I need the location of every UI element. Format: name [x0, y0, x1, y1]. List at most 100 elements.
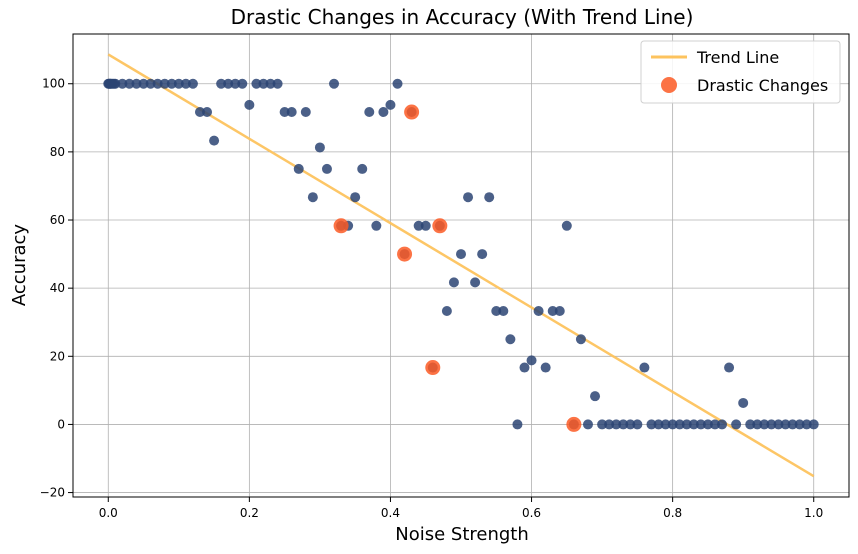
data-point	[350, 192, 361, 203]
legend-box	[640, 40, 841, 104]
data-point	[145, 78, 156, 89]
data-point	[124, 78, 135, 89]
data-point	[632, 419, 643, 430]
data-point	[688, 419, 699, 430]
data-point	[780, 419, 791, 430]
data-point	[152, 78, 163, 89]
data-point	[554, 305, 565, 316]
x-tick-label: 1.0	[804, 506, 823, 520]
legend-label-drastic-changes: Drastic Changes	[697, 76, 828, 95]
y-axis-label: Accuracy	[9, 224, 30, 307]
data-point	[385, 99, 396, 110]
data-point	[498, 305, 509, 316]
data-point	[420, 220, 431, 231]
data-point	[216, 78, 227, 89]
data-point	[392, 78, 403, 89]
data-point	[300, 107, 311, 118]
grid	[73, 34, 849, 497]
data-point	[512, 419, 523, 430]
data-point	[533, 305, 544, 316]
data-point	[759, 419, 770, 430]
data-point	[808, 419, 819, 430]
data-point	[131, 78, 142, 89]
data-point	[378, 107, 389, 118]
data-point	[463, 192, 474, 203]
data-point	[582, 419, 593, 430]
data-point	[279, 107, 290, 118]
trend-line-layer	[107, 53, 815, 478]
data-point	[667, 419, 678, 430]
data-point	[230, 78, 241, 89]
data-point	[519, 362, 530, 373]
data-point	[794, 419, 805, 430]
data-point	[491, 305, 502, 316]
plot-frame	[72, 33, 850, 498]
data-point	[646, 419, 657, 430]
data-point	[752, 419, 763, 430]
data-point	[653, 419, 664, 430]
data-point	[702, 419, 713, 430]
data-point	[251, 78, 262, 89]
data-point	[731, 419, 742, 430]
y-tick-label: 60	[50, 213, 65, 227]
data-point	[209, 135, 220, 146]
data-point	[223, 78, 234, 89]
data-point	[561, 220, 572, 231]
data-point	[272, 78, 283, 89]
data-point	[695, 419, 706, 430]
data-point	[575, 334, 586, 345]
x-tick-label: 0.6	[522, 506, 541, 520]
data-point	[265, 78, 276, 89]
legend: Trend Line Drastic Changes	[640, 40, 841, 104]
data-point	[611, 419, 622, 430]
y-tick-label: −20	[40, 486, 65, 500]
y-tick-label: 0	[57, 417, 65, 431]
data-point	[441, 305, 452, 316]
legend-label-trend-line: Trend Line	[696, 48, 779, 67]
data-point	[173, 78, 184, 89]
data-point	[766, 419, 777, 430]
data-point	[258, 78, 269, 89]
data-point	[717, 419, 728, 430]
drastic-change-point	[432, 218, 448, 234]
data-point	[202, 107, 213, 118]
data-point	[724, 362, 735, 373]
drastic-change-points	[333, 104, 582, 432]
data-point	[448, 277, 459, 288]
data-point	[371, 220, 382, 231]
data-point	[307, 192, 318, 203]
data-point	[738, 397, 749, 408]
data-point	[709, 419, 720, 430]
data-point	[674, 419, 685, 430]
legend-drastic-changes-swatch	[661, 77, 677, 93]
data-point	[456, 249, 466, 260]
data-point	[660, 419, 671, 430]
data-point	[321, 163, 332, 174]
data-point	[329, 78, 340, 89]
data-point	[540, 362, 551, 373]
x-axis-label: Noise Strength	[395, 524, 529, 545]
drastic-change-point	[333, 218, 349, 234]
drastic-change-point	[404, 104, 420, 120]
data-point	[286, 107, 297, 118]
data-point	[244, 99, 255, 110]
x-tick-label: 0.8	[663, 506, 682, 520]
data-point	[166, 78, 177, 89]
data-point	[477, 249, 488, 260]
data-point	[180, 78, 191, 89]
trend-line	[107, 53, 815, 478]
data-point	[293, 163, 304, 174]
x-tick-label: 0.2	[240, 506, 259, 520]
data-point	[314, 142, 325, 153]
y-tick-label: 40	[50, 281, 65, 295]
data-point	[590, 391, 601, 402]
chart-title: Drastic Changes in Accuracy (With Trend …	[231, 5, 694, 29]
data-point	[597, 419, 608, 430]
data-point	[484, 192, 495, 203]
drastic-change-point	[425, 360, 441, 376]
data-point	[801, 419, 812, 430]
data-point	[138, 78, 149, 89]
data-point	[413, 220, 424, 231]
y-tick-label: 80	[50, 145, 65, 159]
